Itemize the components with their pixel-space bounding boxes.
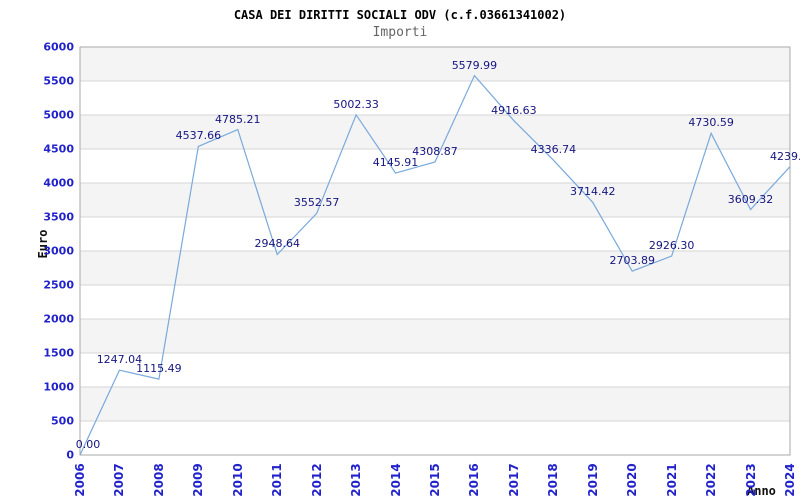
x-tick-label: 2015 [428, 463, 442, 497]
data-point-label: 2926.30 [648, 239, 695, 252]
data-point-label: 2703.89 [609, 254, 655, 268]
data-point-label: 4239.9 [770, 149, 800, 163]
x-tick-label: 2010 [230, 463, 245, 497]
x-tick-label: 2021 [664, 463, 679, 497]
y-tick-label: 1500 [43, 346, 74, 360]
y-tick-label: 4500 [43, 142, 74, 156]
y-tick-label: 6000 [43, 40, 74, 54]
data-point-label: 4785.21 [215, 112, 261, 126]
data-point-label: 4916.63 [491, 103, 537, 117]
data-point-label: 1115.49 [136, 362, 182, 376]
y-tick-label: 2500 [43, 278, 74, 292]
x-axis-title: Anno [747, 484, 776, 498]
data-point-label: 5002.33 [333, 97, 379, 111]
chart-subtitle: Importi [372, 25, 428, 40]
x-tick-label: 2013 [349, 463, 364, 497]
y-tick-label: 2000 [43, 312, 74, 326]
x-tick-label: 2017 [506, 463, 521, 497]
x-tick-label: 2020 [625, 463, 640, 497]
x-tick-label: 2009 [191, 463, 206, 497]
y-tick-label: 1000 [43, 380, 74, 394]
x-tick-label: 2007 [112, 463, 127, 497]
y-tick-label: 3000 [43, 244, 74, 258]
data-point-label: 4537.66 [175, 129, 222, 143]
x-tick-label: 2014 [388, 463, 403, 497]
data-point-label: 4336.74 [530, 143, 577, 157]
x-tick-label: 2022 [704, 463, 719, 497]
x-tick-label: 2006 [73, 463, 87, 497]
x-tick-label: 2024 [783, 463, 797, 497]
y-tick-label: 4000 [43, 176, 74, 190]
data-point-label: 0.00 [75, 438, 101, 451]
y-tick-label: 500 [51, 414, 74, 428]
y-tick-label: 3500 [43, 210, 74, 224]
x-tick-label: 2011 [270, 463, 285, 497]
data-point-label: 4730.59 [688, 116, 734, 130]
x-tick-label: 2008 [151, 463, 166, 497]
y-tick-label: 5500 [43, 74, 74, 88]
data-point-label: 3552.57 [293, 196, 340, 210]
y-tick-label: 5000 [43, 108, 74, 122]
y-tick-label: 0 [66, 448, 74, 462]
data-point-label: 1247.04 [96, 353, 143, 367]
data-point-label: 5579.99 [451, 58, 498, 72]
x-tick-label: 2019 [585, 463, 600, 497]
x-tick-label: 2012 [309, 463, 324, 497]
data-point-label: 4308.87 [412, 144, 458, 158]
chart-title: CASA DEI DIRITTI SOCIALI ODV (c.f.036613… [233, 8, 567, 22]
x-tick-label: 2016 [467, 463, 482, 497]
data-point-label: 4145.91 [372, 156, 419, 170]
x-tick-label: 2018 [546, 463, 561, 497]
data-point-label: 3609.32 [727, 192, 774, 206]
data-point-label: 2948.64 [254, 237, 300, 251]
x-tick-label: 2023 [743, 463, 758, 497]
data-point-label: 3714.42 [570, 185, 616, 199]
